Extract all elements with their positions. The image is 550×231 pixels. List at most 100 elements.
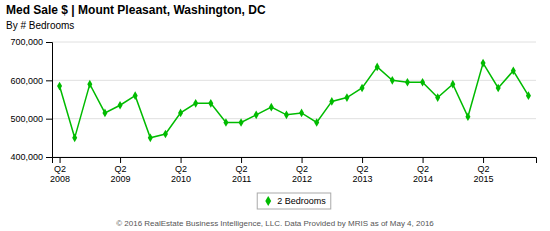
x-tick-label-line: Q2: [296, 164, 308, 174]
point-marker: [344, 93, 349, 102]
chart-svg: Med Sale $ | Mount Pleasant, Washington,…: [0, 0, 550, 231]
point-marker: [57, 82, 62, 91]
x-tick-label-line: Q2: [175, 164, 187, 174]
y-tick: 600,000: [10, 76, 52, 86]
point-marker: [269, 103, 274, 112]
point-marker: [102, 109, 107, 118]
plot-area: 400,000500,000600,000700,000Q22008Q22009…: [10, 37, 536, 184]
series-line: [60, 63, 529, 138]
y-tick-label: 700,000: [10, 37, 43, 47]
legend-marker: [265, 196, 271, 206]
x-tick-label-line: Q2: [54, 164, 66, 174]
x-tick-mark: [302, 157, 303, 163]
x-tick-mark: [181, 157, 182, 163]
point-marker: [223, 118, 228, 127]
x-tick-label: Q22013: [353, 164, 373, 184]
title: Med Sale $ | Mount Pleasant, Washington,…: [6, 3, 266, 17]
point-marker: [178, 109, 183, 118]
point-marker: [87, 80, 92, 89]
x-tick-label: Q22011: [232, 164, 251, 184]
point-marker: [526, 91, 531, 100]
x-tick-label: Q22015: [474, 164, 494, 184]
x-tick-label-line: 2014: [413, 174, 433, 184]
x-tick: Q22008: [50, 157, 70, 184]
legend: 2 Bedrooms: [257, 193, 331, 209]
x-tick-mark: [120, 157, 121, 163]
y-tick: 700,000: [10, 37, 52, 47]
y-tick: 500,000: [10, 114, 52, 124]
point-marker: [133, 91, 138, 100]
y-tick-mark: [46, 80, 52, 81]
point-marker: [405, 78, 410, 87]
point-marker: [450, 80, 455, 89]
point-marker: [435, 93, 440, 102]
x-tick-label-line: 2008: [50, 174, 70, 184]
x-tick-label-line: 2015: [474, 174, 494, 184]
grid-line: [52, 118, 536, 119]
x-tick-label: Q22014: [413, 164, 433, 184]
y-axis-line: [46, 43, 53, 158]
y-tick: 400,000: [10, 152, 52, 162]
point-marker: [481, 59, 486, 68]
x-tick-mark: [241, 157, 242, 163]
point-marker: [314, 118, 319, 127]
point-marker: [193, 99, 198, 108]
point-marker: [420, 78, 425, 87]
point-marker: [299, 109, 304, 118]
y-axis: 400,000 500,000 600,000 700,000: [10, 37, 52, 162]
point-marker: [148, 133, 153, 142]
point-marker: [118, 101, 123, 110]
x-tick-mark: [483, 157, 484, 163]
x-tick: Q22015: [474, 157, 494, 184]
point-marker: [375, 63, 380, 72]
x-tick: Q22012: [292, 157, 312, 184]
footer: © 2016 RealEstate Business Intelligence,…: [116, 219, 434, 228]
x-tick: Q22010: [171, 157, 191, 184]
point-marker: [329, 97, 334, 106]
y-tick-mark: [46, 157, 52, 158]
x-tick-label-line: Q2: [417, 164, 429, 174]
point-marker: [239, 118, 244, 127]
point-marker: [465, 112, 470, 121]
x-tick: Q22011: [232, 157, 251, 184]
point-marker: [163, 130, 168, 139]
point-marker: [284, 110, 289, 119]
y-tick-label: 600,000: [10, 76, 43, 86]
x-tick-label: Q22012: [292, 164, 312, 184]
x-axis: Q22008Q22009Q22010Q22011Q22012Q22013Q220…: [50, 157, 536, 184]
x-axis-line: [53, 158, 537, 164]
x-tick-label: Q22008: [50, 164, 70, 184]
x-tick: Q22009: [111, 157, 131, 184]
point-marker: [254, 110, 259, 119]
point-marker: [511, 66, 516, 75]
grid-line: [52, 80, 536, 81]
x-tick-label-line: Q2: [478, 164, 490, 174]
y-tick-label: 500,000: [10, 114, 43, 124]
x-tick-label-line: Q2: [115, 164, 127, 174]
point-marker: [360, 84, 365, 93]
chart-container: Med Sale $ | Mount Pleasant, Washington,…: [0, 0, 550, 231]
x-tick-label: Q22010: [171, 164, 191, 184]
subtitle: By # Bedrooms: [6, 20, 74, 31]
x-tick: Q22013: [353, 157, 373, 184]
y-tick-label: 400,000: [10, 152, 43, 162]
y-tick-mark: [46, 42, 52, 43]
x-tick-label: Q22009: [111, 164, 131, 184]
legend-label: 2 Bedrooms: [277, 196, 326, 206]
x-tick-label-line: Q2: [357, 164, 369, 174]
x-tick-label-line: 2011: [232, 174, 251, 184]
legend-frame: [257, 193, 331, 209]
x-tick-label-line: 2012: [292, 174, 312, 184]
grid-line: [52, 42, 536, 43]
x-tick-label-line: 2013: [353, 174, 373, 184]
point-marker: [496, 84, 501, 93]
grid: [52, 42, 536, 157]
x-tick: Q22014: [413, 157, 433, 184]
y-tick-mark: [46, 119, 52, 120]
x-tick-mark: [362, 157, 363, 163]
point-marker: [390, 76, 395, 85]
x-tick-mark: [60, 157, 61, 163]
point-marker: [208, 99, 213, 108]
legend-item: 2 Bedrooms: [265, 196, 326, 206]
x-tick-mark: [423, 157, 424, 163]
